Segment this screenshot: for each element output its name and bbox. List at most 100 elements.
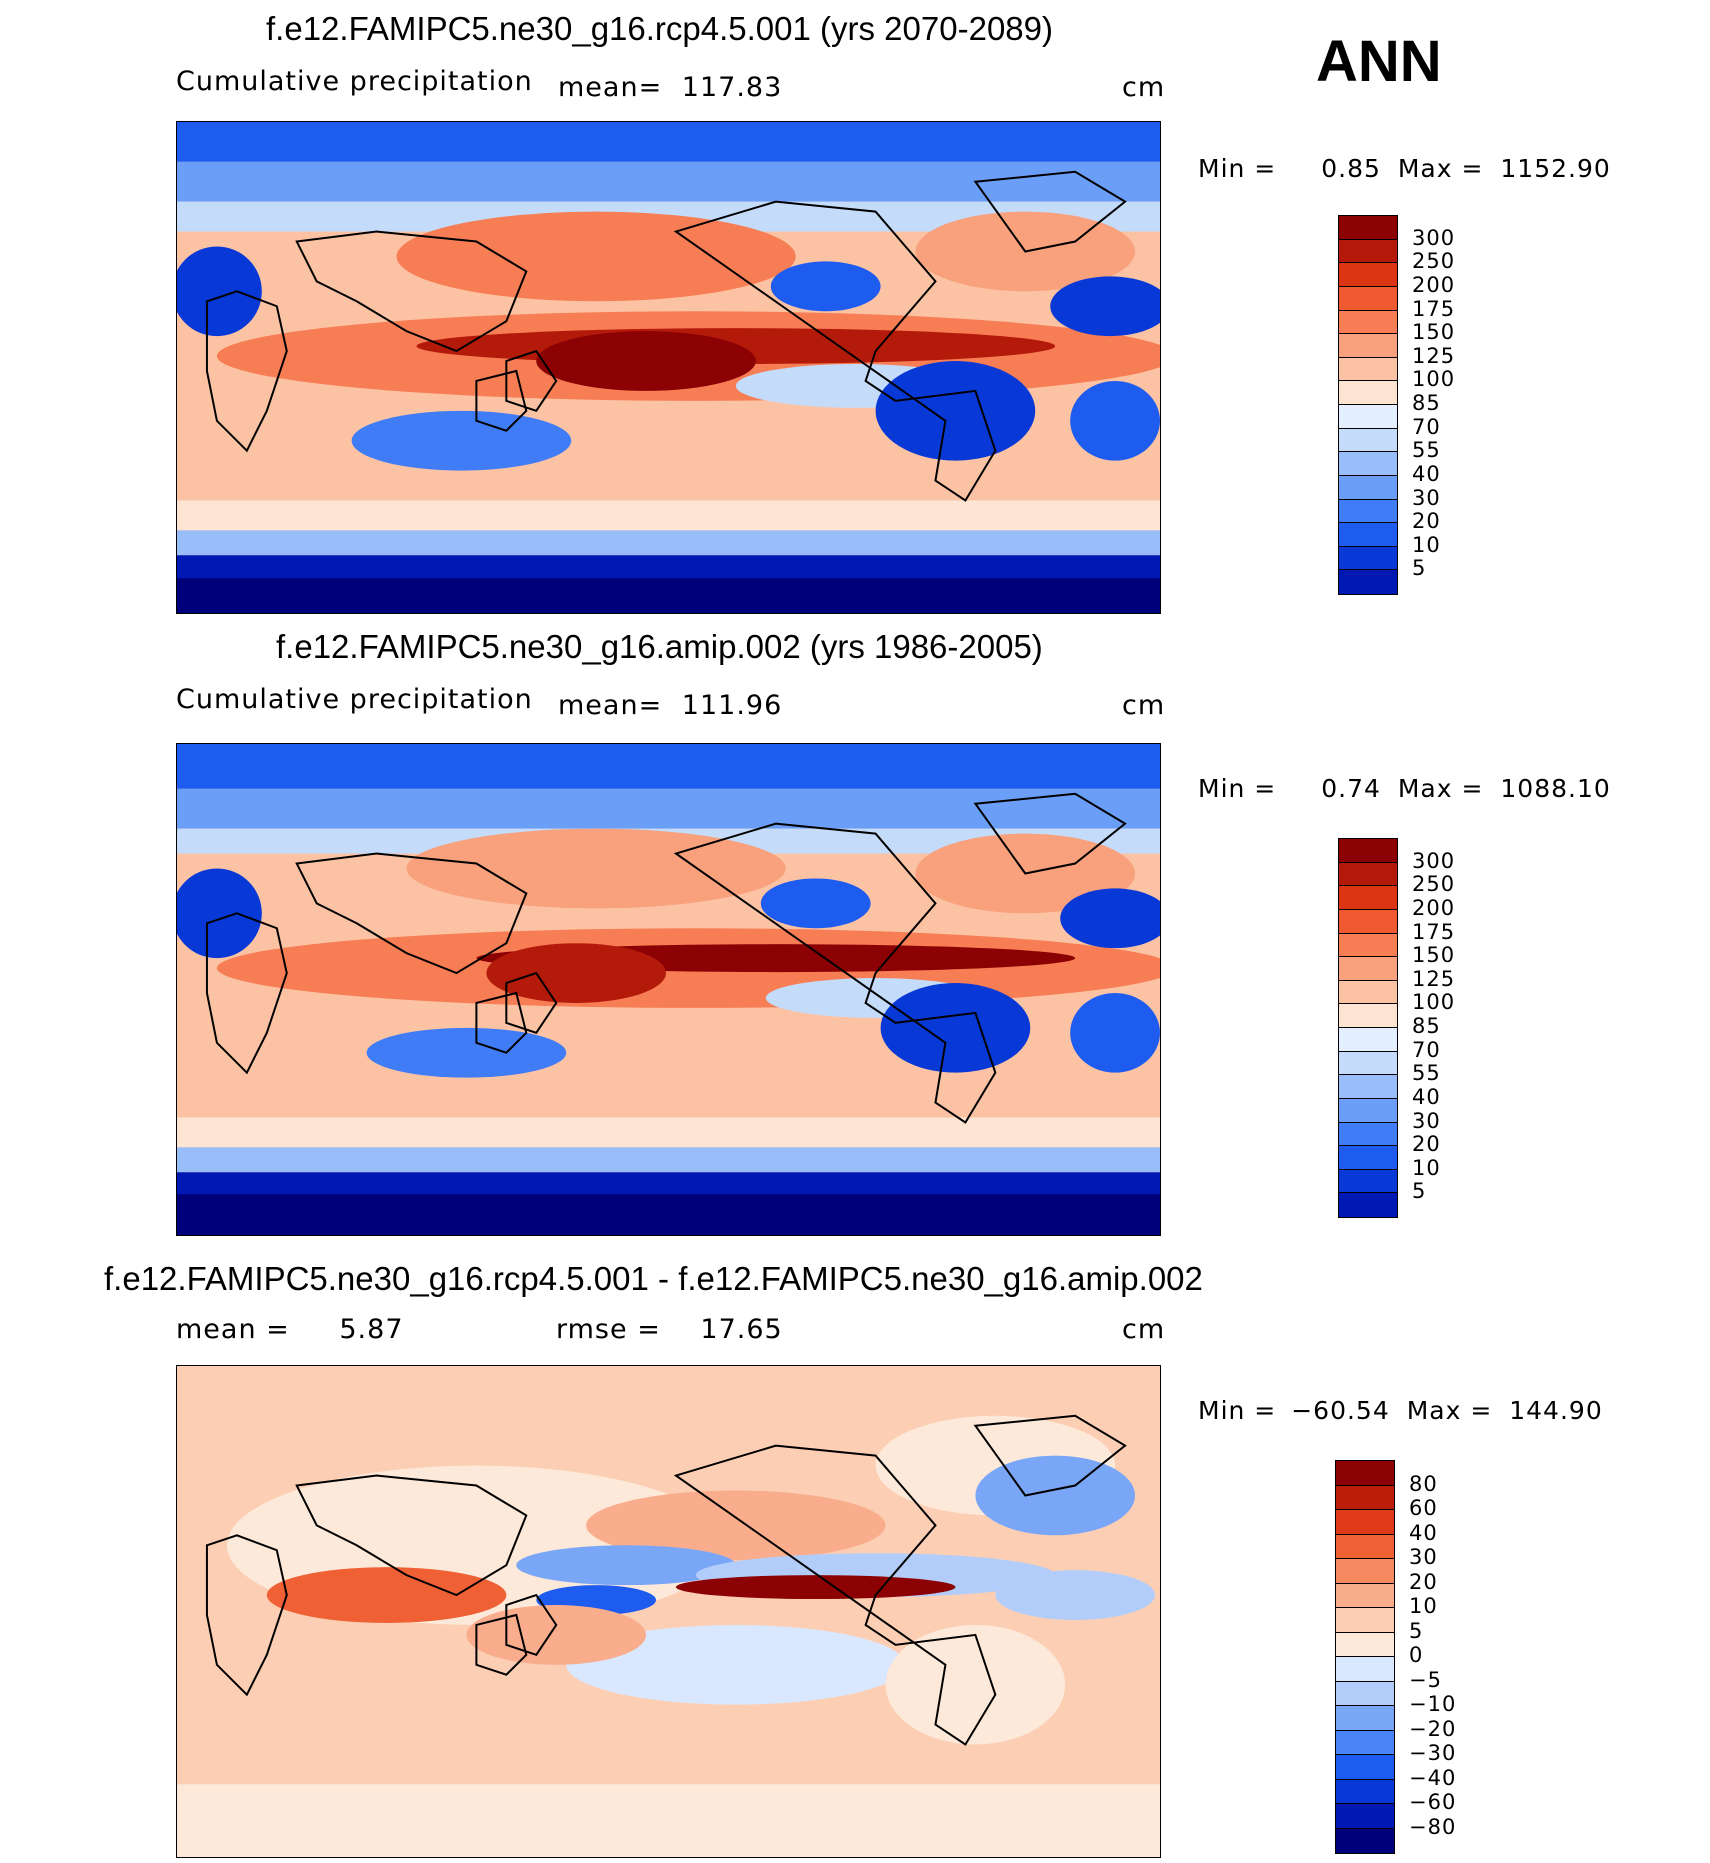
panel-1-colorbar-swatch — [1339, 523, 1397, 547]
panel-3-colorbar-swatch — [1336, 1706, 1394, 1731]
panel-1-colorbar-label: 5 — [1412, 556, 1427, 581]
panel-3-colorbar-swatch — [1336, 1804, 1394, 1829]
panel-3-colorbar-swatch — [1336, 1657, 1394, 1682]
panel-2-colorbar-swatch — [1339, 1004, 1397, 1028]
panel-2-colorbar-label: 55 — [1412, 1061, 1441, 1086]
panel-3-mean: mean = 5.87 — [176, 1314, 404, 1345]
panel-3-colorbar-label: 10 — [1409, 1594, 1438, 1618]
panel-3-colorbar-label: 20 — [1409, 1569, 1438, 1594]
panel-1-colorbar-swatch — [1339, 475, 1397, 500]
panel-2-colorbar-swatch — [1339, 909, 1397, 934]
panel-3-min-value: −60.54 — [1291, 1396, 1390, 1425]
panel-2-min-label: Min = — [1198, 774, 1277, 803]
panel-3-title: f.e12.FAMIPC5.ne30_g16.rcp4.5.001 - f.e1… — [104, 1260, 1203, 1297]
panel-2-colorbar-label: 20 — [1412, 1132, 1441, 1157]
panel-2-max-label: Max = — [1397, 774, 1484, 803]
panel-3-mean-label: mean = — [176, 1314, 290, 1345]
panel-3-rmse: rmse = 17.65 — [556, 1314, 783, 1345]
panel-1-colorbar-label: 200 — [1412, 272, 1456, 297]
panel-1-colorbar-swatch — [1339, 216, 1397, 240]
panel-1-colorbar-label: 85 — [1412, 391, 1441, 415]
panel-1-colorbar-swatch — [1339, 239, 1397, 264]
panel-1-colorbar-swatch — [1339, 310, 1397, 335]
panel-2-colorbar — [1338, 838, 1398, 1218]
panel-2-colorbar-swatch — [1339, 1051, 1397, 1076]
panel-3-min-label: Min = — [1198, 1396, 1277, 1425]
panel-3-colorbar-swatch — [1336, 1608, 1394, 1633]
panel-3-colorbar-swatch — [1336, 1534, 1394, 1559]
panel-1-colorbar-label: 125 — [1412, 343, 1456, 368]
panel-3-rmse-value: 17.65 — [700, 1314, 783, 1345]
panel-1-colorbar — [1338, 215, 1398, 595]
panel-2-minmax: Min = 0.74 Max = 1088.10 — [1198, 774, 1611, 803]
panel-1-colorbar-swatch — [1339, 357, 1397, 382]
panel-3-colorbar-label: 0 — [1409, 1643, 1424, 1667]
panel-1-variable-label: Cumulative precipitation — [176, 66, 533, 97]
panel-1-colorbar-label: 250 — [1412, 249, 1456, 274]
panel-1-colorbar-swatch — [1339, 428, 1397, 453]
panel-1-colorbar-swatch — [1339, 405, 1397, 429]
panel-2-mean: mean= 111.96 — [558, 690, 782, 721]
panel-3-colorbar-label: −60 — [1409, 1790, 1457, 1814]
panel-1-map — [176, 121, 1161, 614]
panel-1-colorbar-label: 300 — [1412, 225, 1456, 250]
panel-1-colorbar-label: 150 — [1412, 320, 1456, 345]
panel-1-colorbar-label: 70 — [1412, 414, 1441, 439]
panel-2-colorbar-swatch — [1339, 886, 1397, 910]
panel-1-units: cm — [1122, 72, 1166, 103]
panel-3-mean-value: 5.87 — [339, 1314, 404, 1345]
panel-3-colorbar-label: −10 — [1409, 1692, 1457, 1716]
panel-2-variable-label: Cumulative precipitation — [176, 684, 533, 715]
panel-2-colorbar-swatch — [1339, 1075, 1397, 1099]
panel-3-units: cm — [1122, 1314, 1166, 1345]
panel-2-units: cm — [1122, 690, 1166, 721]
panel-1-colorbar-swatch — [1339, 286, 1397, 311]
panel-2-colorbar-label: 175 — [1412, 919, 1456, 944]
panel-3-colorbar-swatch — [1336, 1828, 1394, 1853]
panel-1-colorbar-swatch — [1339, 570, 1397, 594]
panel-2-max-value: 1088.10 — [1500, 774, 1611, 803]
panel-2-colorbar-swatch — [1339, 957, 1397, 981]
panel-3-colorbar-swatch — [1336, 1730, 1394, 1755]
panel-3-colorbar-swatch — [1336, 1681, 1394, 1706]
panel-1-title: f.e12.FAMIPC5.ne30_g16.rcp4.5.001 (yrs 2… — [266, 10, 1053, 47]
panel-2-colorbar-label: 40 — [1412, 1084, 1441, 1109]
panel-2-colorbar-label: 200 — [1412, 895, 1456, 920]
panel-2-colorbar-swatch — [1339, 862, 1397, 887]
panel-2-colorbar-swatch — [1339, 839, 1397, 863]
panel-2-colorbar-label: 85 — [1412, 1014, 1441, 1038]
panel-3-colorbar-swatch — [1336, 1755, 1394, 1780]
panel-1-colorbar-swatch — [1339, 546, 1397, 571]
panel-2-colorbar-label: 250 — [1412, 872, 1456, 897]
panel-1-minmax: Min = 0.85 Max = 1152.90 — [1198, 154, 1611, 183]
panel-1-map-svg — [177, 122, 1160, 613]
panel-1-colorbar-label: 175 — [1412, 296, 1456, 321]
panel-2-min-value: 0.74 — [1321, 774, 1381, 803]
panel-2-colorbar-swatches — [1338, 838, 1398, 1218]
panel-3-colorbar-swatch — [1336, 1779, 1394, 1804]
panel-2-colorbar-swatch — [1339, 1169, 1397, 1194]
panel-2-colorbar-label: 150 — [1412, 943, 1456, 968]
panel-1-colorbar-swatch — [1339, 499, 1397, 524]
panel-3-colorbar-label: −40 — [1409, 1765, 1457, 1790]
panel-3-colorbar-swatch — [1336, 1485, 1394, 1510]
panel-1-colorbar-swatch — [1339, 452, 1397, 476]
panel-3-colorbar-swatch — [1336, 1632, 1394, 1657]
panel-2-colorbar-label: 125 — [1412, 966, 1456, 991]
panel-3-colorbar-label: 30 — [1409, 1545, 1438, 1569]
panel-2-colorbar-swatch — [1339, 1193, 1397, 1217]
panel-1-colorbar-label: 55 — [1412, 438, 1441, 463]
panel-1-colorbar-label: 20 — [1412, 509, 1441, 534]
panel-1-colorbar-swatch — [1339, 381, 1397, 405]
panel-3-colorbar — [1335, 1460, 1395, 1854]
season-label: ANN — [1316, 29, 1442, 94]
panel-2-colorbar-label: 100 — [1412, 990, 1456, 1015]
panel-2-colorbar-swatch — [1339, 980, 1397, 1005]
panel-2-colorbar-label: 10 — [1412, 1155, 1441, 1180]
panel-1-colorbar-swatch — [1339, 334, 1397, 358]
panel-3-minmax: Min = −60.54 Max = 144.90 — [1198, 1396, 1603, 1425]
panel-1-max-label: Max = — [1397, 154, 1484, 183]
panel-2-colorbar-swatch — [1339, 933, 1397, 958]
panel-3-colorbar-label: −5 — [1409, 1667, 1442, 1692]
panel-2-colorbar-swatch — [1339, 1028, 1397, 1052]
